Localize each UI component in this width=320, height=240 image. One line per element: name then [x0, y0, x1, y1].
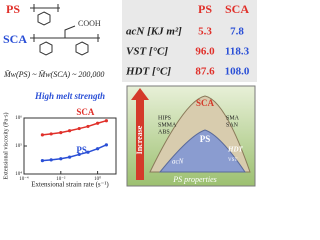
y-tick-label: 10⁵: [15, 143, 22, 149]
x-axis-label: Extensional strain rate (s⁻¹): [31, 181, 109, 189]
peak-high-label: SCA: [196, 98, 215, 108]
cell: 108.0: [225, 66, 250, 78]
y-axis-label: Extensional viscosity (Pa·s): [2, 113, 9, 180]
point: [96, 121, 100, 125]
row-label: VST [°C]: [126, 46, 168, 58]
cell: 7.8: [230, 26, 244, 38]
property-label: acN: [172, 158, 184, 166]
x-tick-label: 10⁰: [94, 176, 101, 182]
group-label: ABS: [158, 129, 170, 135]
x-tick-label: 10⁻²: [56, 176, 66, 182]
point: [96, 147, 100, 151]
point: [86, 150, 90, 154]
row-label: HDT [°C]: [125, 66, 171, 78]
chart-title: High melt strength: [34, 91, 105, 101]
structure-drawing: [30, 4, 100, 56]
series-line: [42, 119, 107, 136]
cell: 87.6: [195, 66, 215, 78]
series-label: SCA: [76, 107, 95, 117]
point: [104, 119, 108, 123]
point: [104, 143, 108, 147]
group-label: SAN: [226, 122, 239, 128]
x-tick-label: 10⁻⁴: [19, 176, 29, 182]
increase-arrow: [131, 88, 149, 180]
series-line: [42, 144, 107, 162]
cell: 5.3: [198, 26, 212, 38]
point: [67, 155, 72, 159]
acid-group: COOH: [78, 19, 101, 28]
table-header: SCA: [225, 2, 249, 16]
cell: 96.0: [195, 46, 215, 58]
property-label: HDT: [227, 146, 244, 154]
peak-low: [158, 129, 246, 173]
cell: 118.3: [225, 46, 250, 58]
point: [49, 158, 53, 162]
table-header: PS: [198, 2, 212, 16]
point: [40, 133, 45, 137]
point: [77, 152, 81, 157]
property-label: VST: [228, 158, 237, 163]
point: [86, 124, 90, 129]
point: [40, 159, 45, 163]
group-label: SMMA: [158, 122, 177, 128]
y-tick-label: 10⁴: [15, 171, 22, 177]
point: [77, 126, 81, 131]
sca-label: SCA: [3, 32, 27, 46]
point: [59, 157, 63, 161]
peak-low-label: PS: [200, 134, 211, 144]
diagram-footer: PS properties: [172, 175, 216, 184]
mw-note: M̄w(PS) ~ M̄w(SCA) ~ 200,000: [3, 70, 104, 79]
point: [49, 132, 53, 136]
row-label: acN [KJ m²]: [126, 26, 182, 38]
ps-label: PS: [6, 2, 20, 16]
group-label: HIPS: [158, 115, 171, 121]
point: [67, 129, 72, 133]
graphical-abstract: PS SCA COOH M̄w(PS) ~ M̄w(SCA) ~ 200,000…: [2, 0, 257, 189]
y-tick-label: 10⁶: [15, 115, 22, 121]
series-label: PS: [76, 145, 87, 155]
table-background: [122, 0, 257, 82]
point: [59, 131, 63, 135]
group-label: SMA: [226, 115, 240, 121]
arrow-label: Increase: [135, 125, 144, 154]
